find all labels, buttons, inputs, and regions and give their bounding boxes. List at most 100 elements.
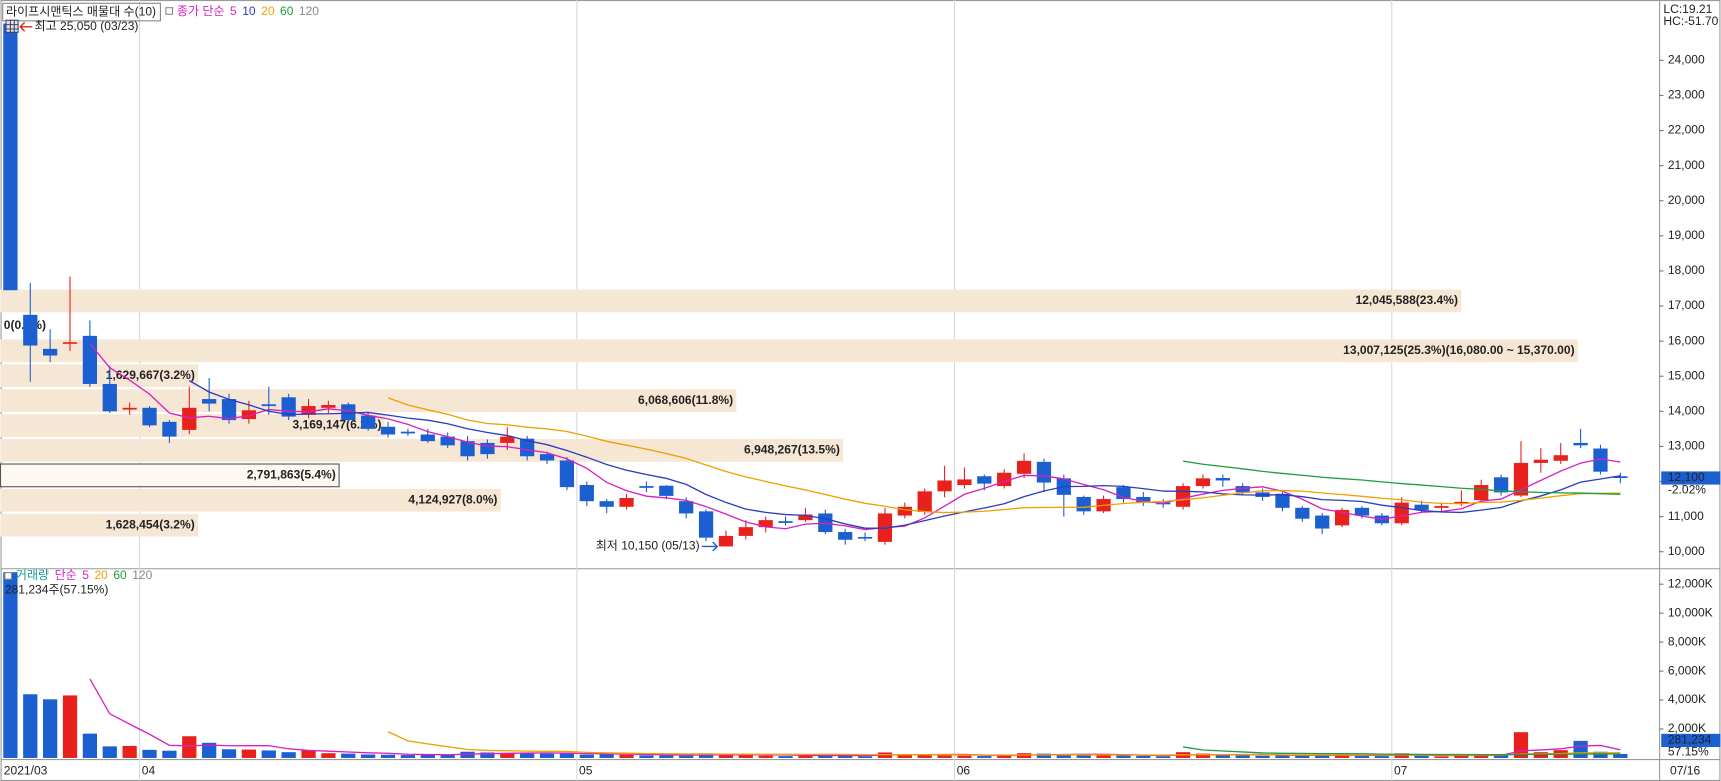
high-arrow xyxy=(19,21,33,32)
candle-body xyxy=(221,399,237,421)
volume-bar xyxy=(599,754,614,758)
candle-body xyxy=(857,536,873,539)
low-arrow xyxy=(701,541,719,552)
candle-body xyxy=(460,441,475,457)
volume-bar xyxy=(1493,755,1509,758)
volume-bar xyxy=(619,754,634,758)
candle-body xyxy=(659,485,674,496)
y-tick-label: 19,000 xyxy=(1668,228,1705,242)
y-tick-label: 14,000 xyxy=(1668,404,1705,418)
candle-body xyxy=(1493,477,1509,493)
candle-body xyxy=(1414,504,1429,510)
volume-summary: 281,234주(57.15%) xyxy=(5,582,109,596)
candle-body xyxy=(1175,486,1191,507)
volume-legend-item: 20 xyxy=(94,568,108,582)
volume-bar xyxy=(818,754,833,758)
volume-profile-label: 6,068,606(11.8%) xyxy=(638,393,733,407)
price-ma-line xyxy=(1182,460,1621,495)
candle-body xyxy=(599,501,614,507)
candle-body xyxy=(957,479,972,486)
volume-bar xyxy=(1374,756,1389,758)
volume-bar xyxy=(738,755,753,758)
y-tick-label: 22,000 xyxy=(1668,123,1705,137)
volume-profile-label: 3,169,147(6.2%) xyxy=(292,418,381,432)
volume-bar xyxy=(1533,752,1548,758)
candle-body xyxy=(1295,507,1310,519)
candle-body xyxy=(1016,460,1032,474)
candle-body xyxy=(182,407,197,430)
y-tick-label: 20,000 xyxy=(1668,193,1705,207)
volume-profile-label: 1,629,667(3.2%) xyxy=(106,368,195,382)
candle-body xyxy=(3,23,18,291)
volume-y-tick-label: 10,000K xyxy=(1668,605,1713,619)
candle-body xyxy=(241,410,257,420)
candle-body xyxy=(1334,509,1350,526)
ma-legend-label: 종가 단순 xyxy=(177,4,225,18)
candle-body xyxy=(619,498,634,507)
candle-body xyxy=(122,407,137,410)
volume-bar xyxy=(62,695,78,758)
candle-body xyxy=(1533,459,1548,463)
candle-body xyxy=(838,532,853,540)
y-tick-label: 15,000 xyxy=(1668,368,1705,382)
volume-profile-band xyxy=(0,389,737,412)
candle-body xyxy=(937,480,952,492)
candle-body xyxy=(321,405,336,408)
volume-bar xyxy=(1116,755,1131,758)
volume-legend-ma-label: 단순 xyxy=(55,568,77,582)
candle-body xyxy=(82,335,98,384)
volume-profile-label: 6,948,267(13.5%) xyxy=(744,443,840,457)
y-tick-label: 18,000 xyxy=(1668,263,1705,277)
title-box xyxy=(2,2,161,22)
volume-profile-label: 2,791,863(5.4%) xyxy=(247,468,336,482)
candle-body xyxy=(261,404,276,407)
volume-bar xyxy=(659,755,674,758)
volume-bar xyxy=(221,749,237,758)
volume-profile-band xyxy=(0,513,199,537)
volume-bar xyxy=(1315,754,1330,758)
y-tick-label: 10,000 xyxy=(1668,544,1705,558)
legend-icon xyxy=(4,572,13,580)
x-end-label: 07/16 xyxy=(1670,763,1700,777)
candle-body xyxy=(1136,496,1151,503)
volume-bar xyxy=(997,755,1012,758)
volume-bar xyxy=(23,694,38,758)
candle-body xyxy=(1315,515,1330,529)
grid-icon-lines xyxy=(6,20,19,33)
ma-legend-item: 20 xyxy=(261,4,275,18)
volume-profile-band xyxy=(0,488,501,512)
volume-bar xyxy=(301,750,316,758)
volume-bar xyxy=(679,755,694,758)
volume-bar xyxy=(1235,755,1250,758)
x-tick-label: 2021/03 xyxy=(4,763,48,777)
candle-body xyxy=(500,436,515,443)
candle-body xyxy=(917,491,932,513)
candle-body xyxy=(539,454,555,461)
x-tick-label: 04 xyxy=(142,763,156,777)
volume-profile-label: 13,007,125(25.3%)(16,080.00 ~ 15,370.00) xyxy=(1343,343,1574,357)
volume-y-tick-label: 6,000K xyxy=(1668,663,1706,677)
candle-body xyxy=(202,399,217,404)
volume-bar xyxy=(261,750,276,758)
volume-y-tick-label: 4,000K xyxy=(1668,692,1706,706)
candle-body xyxy=(798,514,813,521)
candle-body xyxy=(1573,442,1588,446)
volume-bar xyxy=(857,756,873,758)
candle-body xyxy=(520,438,535,457)
ma-legend-item: 5 xyxy=(230,4,237,18)
candle-body xyxy=(1434,506,1449,508)
volume-bar xyxy=(798,755,813,758)
volume-bar xyxy=(778,756,793,758)
volume-bar xyxy=(43,699,58,758)
volume-bar xyxy=(1195,753,1211,758)
chart-title: 라이프시맨틱스 매물대 수(10) xyxy=(6,4,156,18)
volume-bar xyxy=(977,756,992,758)
candle-body xyxy=(43,348,58,356)
volume-change: 57.15% xyxy=(1668,745,1709,759)
volume-profile-band xyxy=(0,463,340,488)
candle-body xyxy=(380,426,396,435)
candle-body xyxy=(1354,507,1370,516)
price-ma-line xyxy=(387,397,1621,514)
volume-bar xyxy=(480,752,495,758)
